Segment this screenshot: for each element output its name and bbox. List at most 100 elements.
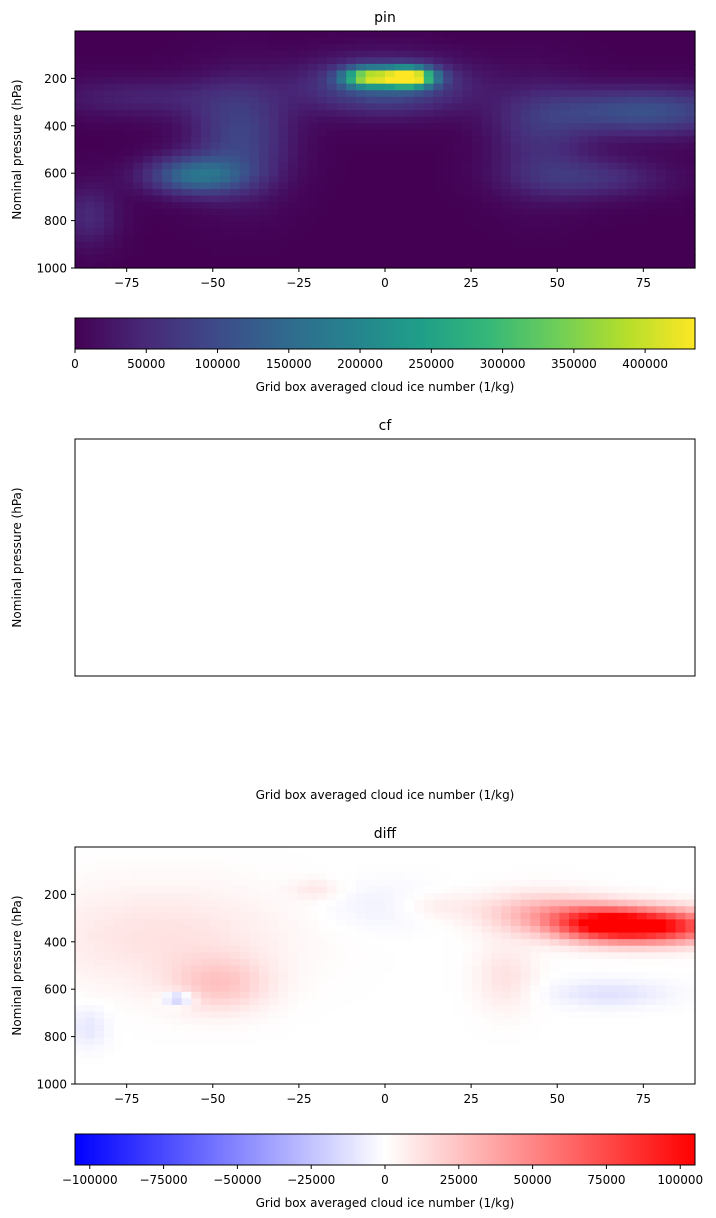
heat-cell: [588, 195, 599, 203]
heat-cell: [355, 129, 367, 137]
heat-cell: [510, 985, 522, 993]
heat-cell: [375, 1044, 386, 1052]
heat-cell: [84, 886, 95, 894]
heat-cell: [588, 958, 599, 967]
heat-cell: [288, 96, 299, 105]
heat-cell: [588, 202, 599, 210]
heat-cell: [133, 919, 144, 927]
heat-cell: [385, 1070, 396, 1079]
heat-cell: [278, 998, 289, 1006]
heat-cell: [230, 1070, 241, 1079]
heat-cell: [133, 972, 144, 980]
heat-cell: [520, 985, 531, 993]
heat-cell: [452, 103, 464, 111]
heat-cell: [249, 142, 260, 151]
heat-cell: [249, 965, 260, 973]
heat-cell: [297, 1024, 309, 1032]
heat-cell: [491, 31, 502, 39]
heat-cell: [152, 906, 163, 914]
heat-cell: [472, 50, 483, 58]
heat-cell: [123, 123, 134, 131]
heat-cell: [607, 965, 619, 973]
heat-cell: [559, 175, 570, 184]
heat-cell: [559, 169, 570, 177]
heat-cell: [239, 221, 250, 230]
heat-cell: [530, 169, 541, 177]
heat-cell: [249, 998, 260, 1006]
heat-cell: [569, 1044, 580, 1052]
heat-cell: [268, 899, 280, 907]
heat-cell: [355, 1018, 367, 1026]
heat-cell: [375, 1011, 386, 1019]
heat-cell: [607, 77, 619, 85]
heat-cell: [665, 63, 677, 72]
heat-cell: [307, 37, 318, 45]
heat-cell: [239, 248, 250, 256]
heat-cell: [472, 261, 483, 269]
heat-cell: [317, 57, 328, 65]
heat-cell: [520, 1070, 531, 1079]
heat-cell: [84, 90, 95, 98]
heat-cell: [230, 906, 241, 914]
heat-cell: [385, 44, 396, 52]
heat-cell: [375, 90, 386, 98]
heat-cell: [239, 208, 250, 216]
heat-cell: [607, 149, 619, 157]
heat-cell: [152, 215, 163, 223]
heat-cell: [113, 70, 125, 78]
colorbar-tick-label: 250000: [408, 357, 454, 371]
heat-cell: [414, 169, 425, 177]
heat-cell: [685, 70, 696, 78]
heat-cell: [656, 1024, 667, 1032]
heat-cell: [346, 866, 357, 874]
heat-cell: [636, 182, 648, 190]
heat-cell: [210, 63, 221, 72]
heat-cell: [491, 1018, 502, 1026]
heat-cell: [336, 886, 347, 894]
heat-cell: [297, 221, 309, 230]
heat-cell: [84, 241, 95, 249]
heat-cell: [423, 998, 435, 1006]
heat-cell: [540, 96, 551, 105]
heat-cell: [607, 254, 619, 263]
heat-cell: [472, 893, 483, 901]
heat-cell: [656, 965, 667, 973]
heat-cell: [617, 110, 628, 118]
heat-cell: [365, 208, 376, 216]
heat-cell: [268, 77, 280, 85]
heat-cell: [530, 1037, 541, 1046]
heat-cell: [520, 129, 531, 137]
heat-cell: [491, 57, 502, 65]
heat-cell: [665, 1057, 677, 1065]
heat-cell: [162, 1044, 173, 1052]
heat-cell: [123, 939, 134, 947]
heat-cell: [317, 123, 328, 131]
heat-cell: [675, 860, 686, 868]
heat-cell: [200, 1037, 212, 1046]
heat-cell: [452, 998, 464, 1006]
heat-cell: [123, 998, 134, 1006]
heat-cell: [220, 37, 231, 45]
heat-cell: [278, 70, 289, 78]
heat-cell: [433, 1037, 444, 1046]
heat-cell: [414, 123, 425, 131]
heat-cell: [404, 182, 415, 190]
heat-cell: [472, 1077, 483, 1085]
heat-cell: [675, 1051, 686, 1059]
heat-cell: [200, 129, 212, 137]
heat-cell: [549, 912, 560, 921]
heat-cell: [685, 195, 696, 203]
heat-cell: [268, 90, 280, 98]
heat-cell: [510, 162, 522, 170]
heat-cell: [375, 1024, 386, 1032]
heat-cell: [481, 1044, 493, 1052]
heat-cell: [578, 866, 590, 874]
heat-cell: [220, 1018, 231, 1026]
heat-cell: [346, 149, 357, 157]
heat-cell: [133, 63, 144, 72]
heat-cell: [510, 182, 522, 190]
heat-cell: [433, 70, 444, 78]
heat-cell: [472, 866, 483, 874]
heat-cell: [239, 103, 250, 111]
x-tick-label: −25: [286, 276, 311, 290]
